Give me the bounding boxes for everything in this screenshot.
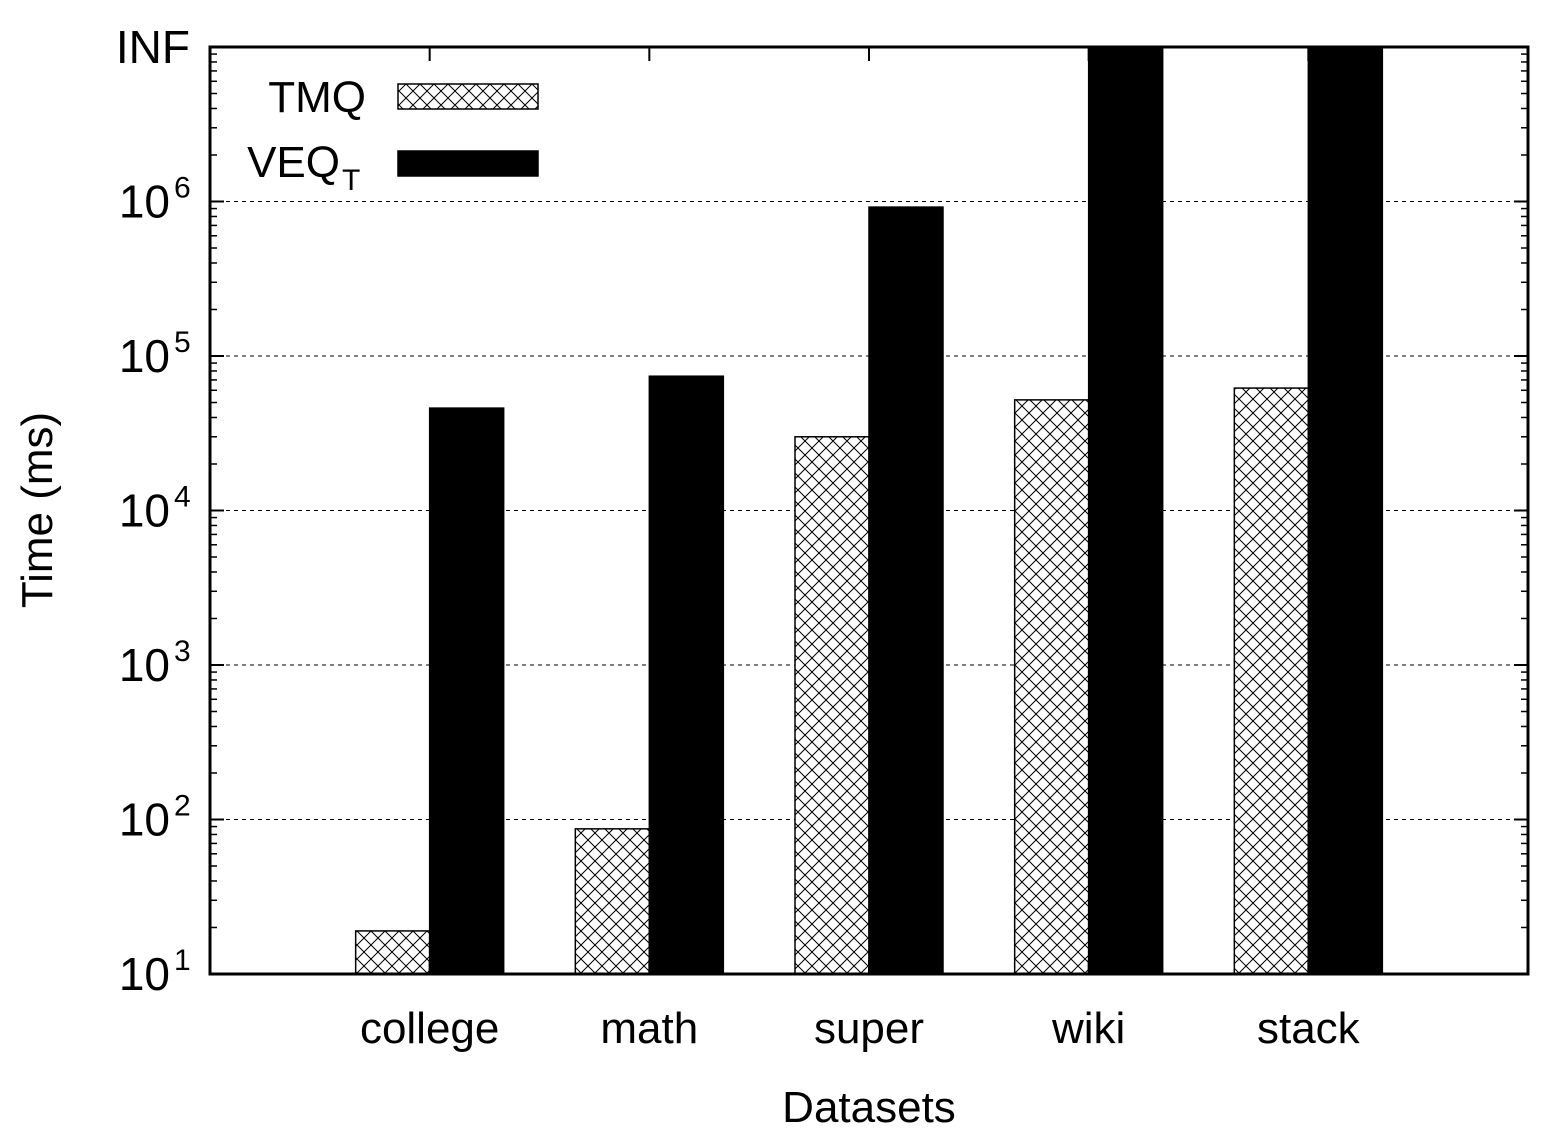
x-tick-label: wiki	[1051, 1004, 1125, 1053]
y-tick-label: 10	[119, 794, 170, 846]
x-tick-label: super	[814, 1004, 924, 1053]
legend-label-veq-t-subscript: T	[342, 164, 360, 197]
bar-veq-super	[868, 206, 944, 975]
bar-veq-wiki	[1087, 46, 1164, 975]
x-axis-title: Datasets	[782, 1083, 956, 1132]
legend-label-tmq: TMQ	[268, 73, 366, 122]
y-tick-label: 10	[119, 176, 170, 228]
bar-tmq-stack	[1233, 387, 1310, 975]
legend-label-veq-t: VEQ	[247, 138, 340, 187]
axis-ticks	[210, 46, 1528, 975]
y-tick-label: INF	[116, 21, 190, 73]
bar-veq-college	[428, 407, 505, 975]
y-tick-label: 10	[119, 330, 170, 382]
x-tick-label: stack	[1257, 1004, 1361, 1053]
y-tick-exponent: 1	[174, 944, 191, 977]
y-axis-title: Time (ms)	[13, 412, 62, 608]
x-tick-label: college	[360, 1004, 499, 1053]
bar-tmq-super	[794, 436, 870, 975]
y-tick-exponent: 6	[174, 172, 191, 205]
legend: TMQ VEQ T	[247, 73, 539, 197]
bar-veq-math	[648, 375, 725, 975]
bar-tmq-wiki	[1013, 399, 1090, 975]
y-tick-exponent: 4	[174, 481, 191, 514]
x-tick-labels: college math super wiki stack	[360, 1004, 1361, 1053]
bar-tmq-college	[354, 930, 431, 975]
x-tick-label: math	[600, 1004, 698, 1053]
y-tick-exponent: 2	[174, 790, 191, 823]
y-tick-label: 10	[119, 485, 170, 537]
bar-tmq-math	[574, 828, 651, 975]
y-tick-label: 10	[119, 639, 170, 691]
y-tick-exponent: 3	[174, 635, 191, 668]
y-tick-exponent: 5	[174, 326, 191, 359]
bar-veq-stack	[1307, 46, 1384, 975]
legend-swatch-veq-t	[397, 150, 539, 177]
y-tick-label: 10	[119, 948, 170, 1000]
legend-swatch-tmq	[397, 83, 539, 110]
bars	[354, 46, 1384, 975]
